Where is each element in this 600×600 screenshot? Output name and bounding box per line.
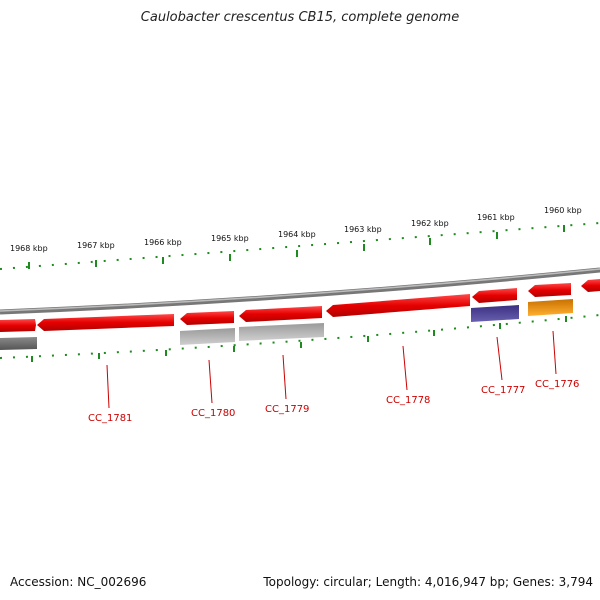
- gene-label: CC_1776: [535, 379, 579, 390]
- gene-arrow-cc1777: [472, 288, 517, 303]
- gene-arrow-cc1781-prev: [0, 319, 36, 332]
- leader-cc1776: [552, 330, 557, 375]
- leader-cc1777: [496, 336, 503, 381]
- lower-ruler: [0, 314, 600, 362]
- gene-label: CC_1779: [265, 404, 309, 415]
- ruler-label: 1967 kbp: [77, 241, 115, 250]
- ruler-label: 1961 kbp: [477, 213, 515, 222]
- ruler-label: 1964 kbp: [278, 230, 316, 239]
- leader-cc1780: [208, 359, 213, 404]
- gene-arrow-cc1781: [37, 314, 174, 331]
- ruler-label: 1962 kbp: [411, 219, 449, 228]
- feature-box-gray-light: [180, 328, 235, 345]
- ruler-label: 1968 kbp: [10, 244, 48, 253]
- upper-ruler-dots: [0, 222, 600, 270]
- gene-leader-lines: [106, 330, 557, 409]
- feature-box-gray-light: [239, 323, 324, 341]
- gene-arrow-cc1778: [326, 294, 470, 317]
- feature-box-orange: [528, 299, 573, 316]
- leader-cc1781: [106, 364, 110, 409]
- gene-label: CC_1780: [191, 408, 235, 419]
- lower-ruler-dots: [0, 314, 600, 359]
- gene-arrow-cc1779: [239, 306, 322, 322]
- gene-label: CC_1781: [88, 413, 132, 424]
- gene-arrow-cc1780: [180, 311, 234, 325]
- feature-box-blue: [471, 305, 519, 322]
- forward-strand-genes: [0, 279, 600, 332]
- leader-cc1779: [282, 354, 287, 400]
- gene-labels: CC_1781 CC_1780 CC_1779 CC_1778 CC_1777 …: [88, 379, 579, 424]
- genome-backbone: [0, 267, 600, 315]
- genome-summary-text: Topology: circular; Length: 4,016,947 bp…: [263, 575, 593, 589]
- ruler-label: 1963 kbp: [344, 225, 382, 234]
- upper-ruler: [0, 222, 600, 270]
- feature-box-gray-dark: [0, 337, 37, 350]
- gene-arrow-next: [581, 279, 600, 292]
- ruler-label: 1966 kbp: [144, 238, 182, 247]
- ruler-labels: 1968 kbp 1967 kbp 1966 kbp 1965 kbp 1964…: [10, 206, 582, 253]
- ruler-label: 1965 kbp: [211, 234, 249, 243]
- leader-cc1778: [402, 345, 408, 391]
- accession-text: Accession: NC_002696: [10, 575, 147, 589]
- gene-label: CC_1778: [386, 395, 430, 406]
- map-title: Caulobacter crescentus CB15, complete ge…: [140, 10, 460, 25]
- gene-arrow-cc1776: [528, 283, 571, 297]
- gene-label: CC_1777: [481, 385, 525, 396]
- ruler-label: 1960 kbp: [544, 206, 582, 215]
- genome-backbone-highlight: [0, 268, 600, 312]
- reverse-strand-features: [0, 299, 573, 350]
